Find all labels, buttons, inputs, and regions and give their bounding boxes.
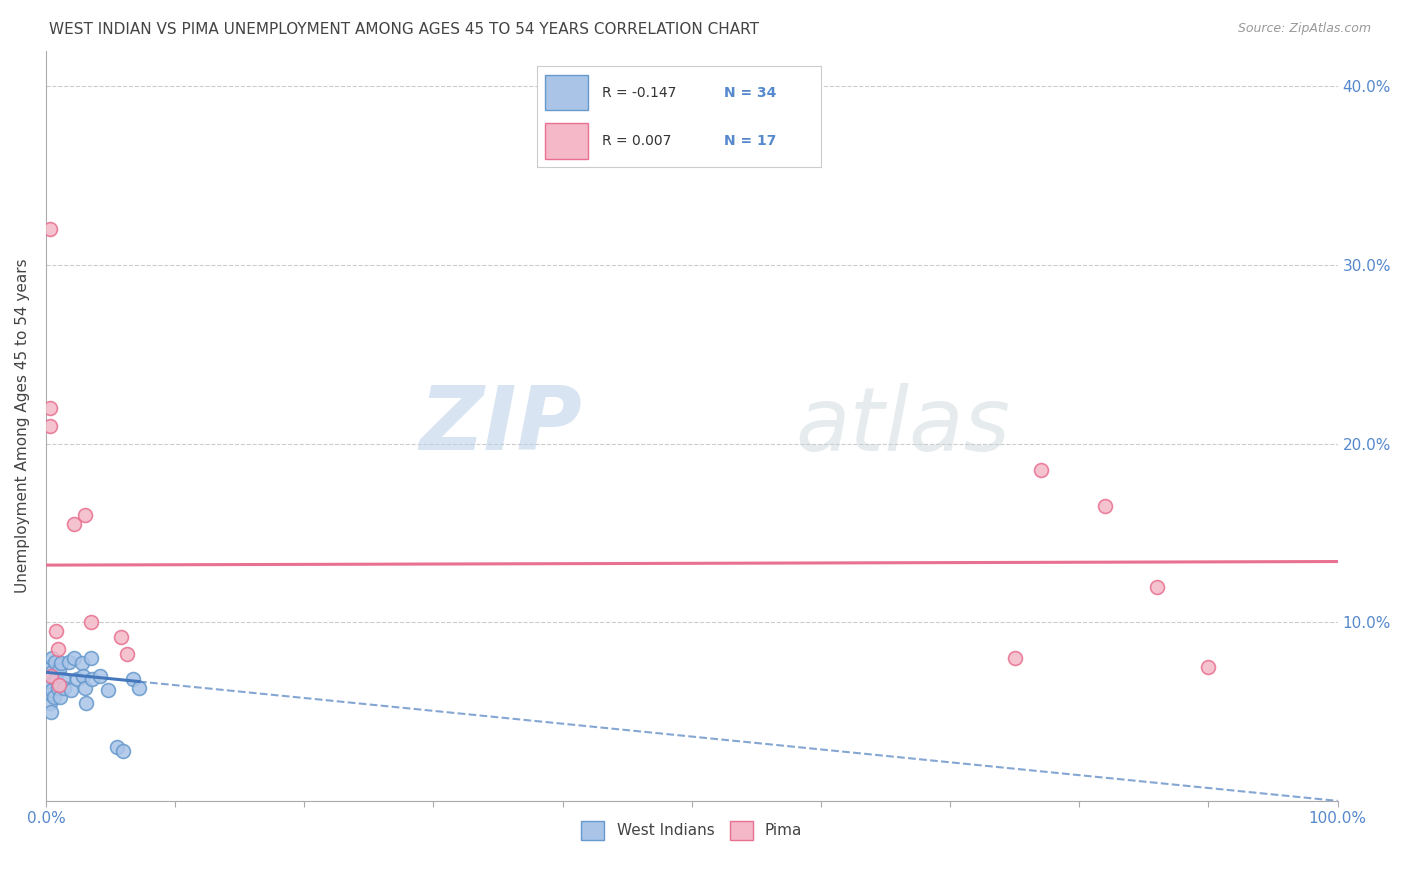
Point bbox=[42, 690, 65, 705]
Point bbox=[1198, 660, 1220, 674]
Point bbox=[58, 655, 80, 669]
Point bbox=[72, 669, 94, 683]
Point bbox=[82, 673, 104, 687]
Point bbox=[59, 683, 82, 698]
Point bbox=[45, 624, 67, 639]
Point bbox=[46, 681, 69, 696]
Text: atlas: atlas bbox=[796, 383, 1010, 469]
Point bbox=[45, 673, 67, 687]
Point bbox=[80, 615, 103, 630]
Point bbox=[51, 657, 73, 671]
Point bbox=[1029, 463, 1052, 477]
Point bbox=[97, 683, 120, 698]
Point bbox=[38, 401, 60, 415]
Point bbox=[41, 665, 63, 680]
Point bbox=[1094, 499, 1116, 513]
Point bbox=[53, 681, 76, 696]
Point bbox=[38, 669, 60, 683]
Point bbox=[39, 687, 62, 701]
Point bbox=[44, 655, 66, 669]
Y-axis label: Unemployment Among Ages 45 to 54 years: Unemployment Among Ages 45 to 54 years bbox=[15, 259, 30, 593]
Point bbox=[48, 678, 70, 692]
Point bbox=[46, 642, 69, 657]
Point bbox=[39, 705, 62, 719]
Point bbox=[89, 669, 111, 683]
Point bbox=[38, 696, 60, 710]
Legend: West Indians, Pima: West Indians, Pima bbox=[575, 815, 808, 846]
Point bbox=[52, 673, 75, 687]
Point bbox=[1146, 580, 1168, 594]
Point bbox=[105, 740, 128, 755]
Point bbox=[63, 516, 86, 531]
Point bbox=[1004, 651, 1026, 665]
Point bbox=[49, 690, 72, 705]
Point bbox=[48, 664, 70, 678]
Point bbox=[80, 651, 103, 665]
Point bbox=[39, 669, 62, 683]
Point bbox=[41, 651, 63, 665]
Text: ZIP: ZIP bbox=[419, 383, 582, 469]
Point bbox=[73, 508, 96, 522]
Point bbox=[38, 678, 60, 692]
Point bbox=[121, 673, 143, 687]
Point bbox=[112, 744, 135, 758]
Text: Source: ZipAtlas.com: Source: ZipAtlas.com bbox=[1237, 22, 1371, 36]
Text: WEST INDIAN VS PIMA UNEMPLOYMENT AMONG AGES 45 TO 54 YEARS CORRELATION CHART: WEST INDIAN VS PIMA UNEMPLOYMENT AMONG A… bbox=[49, 22, 759, 37]
Point bbox=[38, 222, 60, 236]
Point bbox=[75, 696, 97, 710]
Point bbox=[73, 681, 96, 696]
Point bbox=[41, 683, 63, 698]
Point bbox=[63, 651, 86, 665]
Point bbox=[38, 418, 60, 433]
Point bbox=[128, 681, 150, 696]
Point bbox=[70, 657, 93, 671]
Point bbox=[66, 673, 89, 687]
Point bbox=[117, 648, 139, 662]
Point bbox=[39, 660, 62, 674]
Point bbox=[110, 630, 132, 644]
